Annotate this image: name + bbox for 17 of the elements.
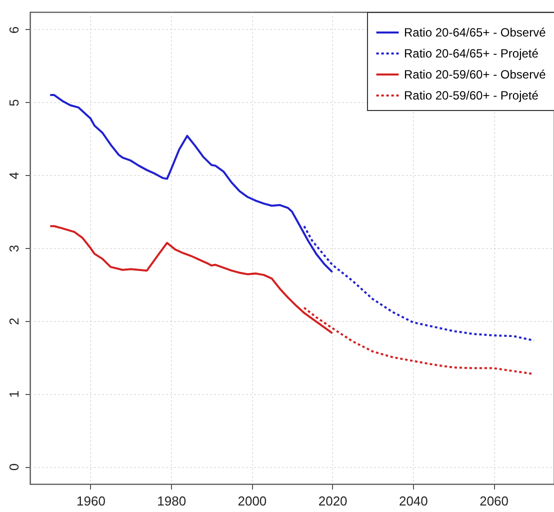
y-tick-label: 5 xyxy=(6,99,22,106)
y-tick-label: 1 xyxy=(6,390,22,398)
y-tick-label: 4 xyxy=(6,172,22,180)
x-tick-label: 2040 xyxy=(398,494,428,508)
y-tick-label: 2 xyxy=(6,318,22,325)
legend-label: Ratio 20-64/65+ - Projeté xyxy=(404,46,539,60)
legend-label: Ratio 20-59/60+ - Observé xyxy=(404,68,546,82)
x-tick-label: 2060 xyxy=(480,494,508,508)
x-tick-label: 1980 xyxy=(157,494,186,508)
x-tick-label: 1960 xyxy=(76,494,106,508)
y-tick-label: 0 xyxy=(6,463,22,471)
legend-label: Ratio 20-64/65+ - Observé xyxy=(404,26,546,40)
legend-label: Ratio 20-59/60+ - Projeté xyxy=(404,88,539,102)
x-tick-label: 2000 xyxy=(238,494,267,508)
y-tick-label: 3 xyxy=(6,244,22,252)
x-tick-label: 2020 xyxy=(318,494,348,508)
y-tick-label: 6 xyxy=(6,26,22,34)
